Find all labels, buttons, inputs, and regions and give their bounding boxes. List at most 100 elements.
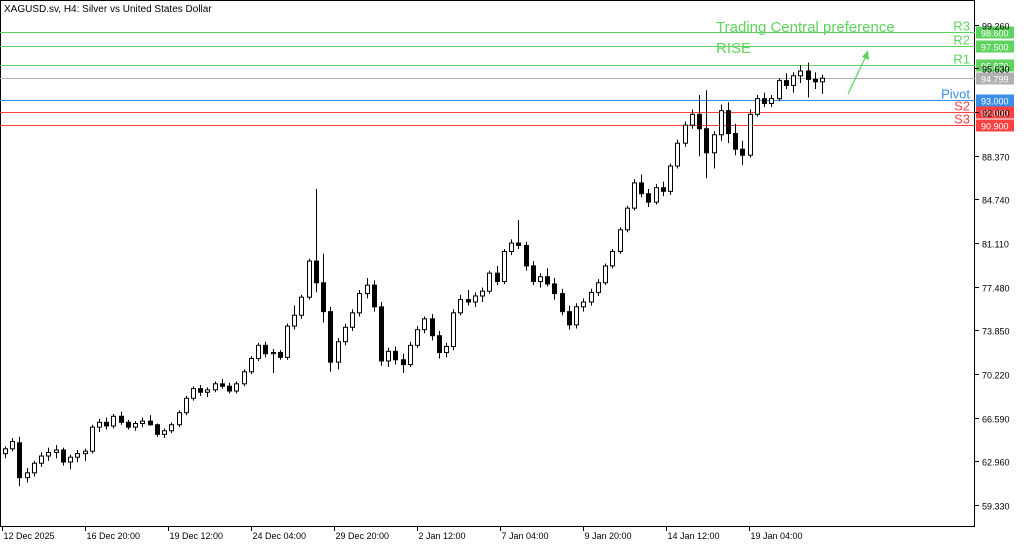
preference-text: Trading Central preference — [716, 19, 895, 36]
candle-bullish — [140, 420, 145, 425]
candle-bullish — [798, 70, 803, 77]
candle-bearish — [531, 265, 536, 283]
candle-bearish — [545, 276, 550, 285]
candle-bullish — [589, 291, 594, 303]
candle-bullish — [162, 430, 167, 435]
current-price-tag — [976, 72, 1014, 85]
candle-bullish — [748, 113, 753, 156]
x-tick-label: 14 Jan 12:00 — [668, 531, 720, 541]
candle-bearish — [104, 421, 109, 427]
candle-bullish — [596, 282, 601, 293]
candle-bearish — [328, 311, 333, 363]
candle-bullish — [791, 75, 796, 86]
y-tick-label: 99.260 — [982, 22, 1010, 32]
candle-bearish — [17, 442, 22, 479]
candle-bullish — [625, 207, 630, 231]
x-tick-label: 19 Jan 04:00 — [751, 531, 803, 541]
candle-bearish — [560, 293, 565, 313]
candle-bearish — [126, 421, 131, 428]
current-price-label: 94.799 — [981, 75, 1009, 85]
candle-bullish — [683, 124, 688, 144]
candle-bearish — [516, 242, 521, 246]
candle-bullish — [307, 260, 312, 298]
candle-bullish — [39, 455, 44, 464]
candle-bullish — [285, 325, 290, 358]
y-axis: 99.260 95.630 92.000 88.370 84.740 81.110 77.4… — [975, 22, 1010, 512]
candle-bearish — [372, 284, 377, 308]
candle-bullish — [610, 250, 615, 267]
candle-bullish — [480, 290, 485, 297]
candle-bearish — [567, 311, 572, 326]
candle-bullish — [755, 98, 760, 115]
plot-frame — [0, 0, 975, 527]
candle-bullish — [422, 318, 427, 331]
candle-bullish — [256, 344, 261, 360]
candle-bullish — [336, 341, 341, 363]
arrow-shaft — [847, 55, 867, 95]
candle-bearish — [495, 272, 500, 283]
candle-bearish — [524, 244, 529, 267]
candle-bearish — [740, 148, 745, 156]
level-name-r1: R1 — [953, 52, 970, 67]
candle-bullish — [10, 441, 15, 450]
candle-bullish — [83, 450, 88, 455]
level-tag-label-r2: 97.500 — [981, 43, 1009, 53]
level-tag-pivot — [976, 94, 1014, 107]
candle-bearish — [697, 113, 702, 130]
candle-bullish — [213, 383, 218, 391]
x-tick-label: 19 Dec 12:00 — [170, 531, 224, 541]
candle-bearish — [220, 383, 225, 387]
y-tick-label: 62.960 — [982, 458, 1010, 468]
level-tag-s2 — [976, 106, 1014, 119]
level-name-s3: S3 — [954, 112, 970, 127]
candle-bullish — [299, 296, 304, 316]
candle-bearish — [704, 128, 709, 154]
level-name-r2: R2 — [953, 33, 970, 48]
candle-bearish — [379, 306, 384, 362]
candle-bullish — [603, 265, 608, 284]
candle-bearish — [155, 424, 160, 435]
candle-bullish — [458, 299, 463, 314]
candle-bearish — [393, 350, 398, 361]
candle-bullish — [111, 415, 116, 427]
candle-bullish — [820, 77, 825, 83]
candle-bullish — [133, 423, 138, 428]
candle-bullish — [690, 113, 695, 126]
candle-bullish — [668, 165, 673, 192]
candle-bullish — [408, 344, 413, 366]
candle-bullish — [191, 388, 196, 399]
level-tag-label-s3: 90.900 — [981, 122, 1009, 132]
x-tick-label: 7 Jan 04:00 — [502, 531, 549, 541]
candle-bearish — [639, 182, 644, 195]
candle-bullish — [712, 134, 717, 154]
candle-bearish — [726, 110, 731, 135]
candle-bearish — [466, 299, 471, 303]
level-tag-label-s2: 92.000 — [981, 109, 1009, 119]
candle-bullish — [538, 276, 543, 283]
candle-bullish — [292, 314, 297, 327]
candle-bullish — [242, 371, 247, 385]
candle-bullish — [343, 326, 348, 343]
arrow-head — [862, 50, 869, 60]
candle-bullish — [205, 389, 210, 393]
candle-bearish — [437, 335, 442, 354]
y-tick-label: 59.330 — [982, 502, 1010, 512]
candle-bullish — [574, 306, 579, 326]
candle-bullish — [719, 110, 724, 136]
levels-layer: R3 98.600 R2 97.500 R1 95.870 Pivot 93.000 S2 92.… — [0, 19, 1014, 132]
candle-bearish — [784, 80, 789, 86]
candle-bullish — [618, 229, 623, 252]
candle-bullish — [473, 295, 478, 303]
candle-bearish — [646, 193, 651, 203]
preference-arrow-icon — [847, 50, 869, 95]
candle-bullish — [502, 250, 507, 283]
candle-bullish — [350, 312, 355, 328]
candle-bearish — [227, 385, 232, 392]
candle-bearish — [263, 344, 268, 355]
candle-bullish — [184, 397, 189, 414]
candle-bullish — [675, 142, 680, 167]
candle-bearish — [806, 70, 811, 80]
x-axis: 12 Dec 2025 16 Dec 20:00 19 Dec 12:00 24 De… — [2, 527, 803, 541]
